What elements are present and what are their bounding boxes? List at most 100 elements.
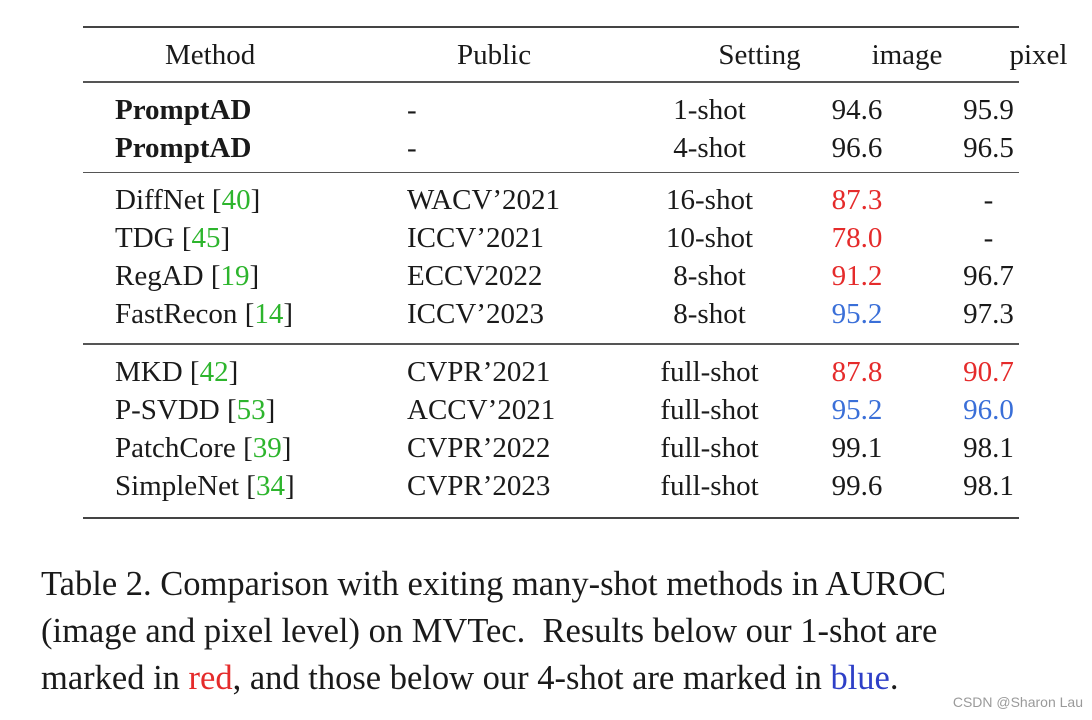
cell-public: CVPR’2021 xyxy=(407,355,551,388)
group-separator-2 xyxy=(83,343,1019,345)
method-name: TDG xyxy=(115,222,182,254)
cell-image: 78.0 xyxy=(831,222,883,254)
header-rule xyxy=(83,81,1019,83)
table-row: RegAD [19] ECCV2022 8-shot 91.2 96.7 xyxy=(83,257,1050,295)
header-image: image xyxy=(871,38,943,71)
cell-public: - xyxy=(407,93,417,126)
cell-pixel: 98.1 xyxy=(963,431,1014,464)
table-row: P-SVDD [53] ACCV’2021 full-shot 95.2 96.0 xyxy=(83,391,1050,429)
table-row: PatchCore [39] CVPR’2022 full-shot 99.1 98.1 xyxy=(83,429,1050,467)
citation-bracket-open: [ xyxy=(210,260,221,292)
cell-public: ICCV’2023 xyxy=(407,298,544,330)
citation-bracket-close: ] xyxy=(265,393,276,426)
citation-bracket-open: [ xyxy=(244,298,255,330)
citation-link[interactable]: 14 xyxy=(254,298,284,330)
citation-link[interactable]: 40 xyxy=(221,184,251,216)
table-row: SimpleNet [34] CVPR’2023 full-shot 99.6 98.1 xyxy=(83,467,1050,505)
table-header-row: Method Public Setting image pixel xyxy=(83,28,1092,81)
cell-image: 94.6 xyxy=(831,93,883,126)
caption-line-3: marked in red, and those below our 4-sho… xyxy=(41,655,1061,702)
caption-blue-word: blue xyxy=(830,659,890,697)
table-bottom-rule xyxy=(83,516,1019,519)
caption-line-3-start: marked in xyxy=(41,659,189,697)
citation-bracket-open: [ xyxy=(246,469,256,502)
cell-method: PatchCore [39] xyxy=(83,429,377,467)
cell-image: 95.2 xyxy=(831,393,883,426)
caption-red-word: red xyxy=(188,659,233,697)
cell-public: CVPR’2022 xyxy=(407,431,551,464)
caption-line-3-end: . xyxy=(889,659,899,697)
cell-public: CVPR’2023 xyxy=(407,469,551,502)
results-table: Method Public Setting image pixel Prompt… xyxy=(83,26,1068,519)
cell-pixel: 95.9 xyxy=(963,93,1014,126)
cell-image: 87.8 xyxy=(831,355,883,388)
table-caption: Table 2. Comparison with exiting many-sh… xyxy=(41,561,1061,702)
method-name: FastRecon xyxy=(115,298,245,330)
cell-public: ACCV’2021 xyxy=(407,393,556,426)
method-name: PromptAD xyxy=(115,131,252,164)
citation-link[interactable]: 34 xyxy=(255,469,285,502)
cell-setting: full-shot xyxy=(660,469,759,502)
table-top-rule xyxy=(83,26,1019,28)
cell-pixel: 90.7 xyxy=(963,355,1014,388)
citation-bracket-open: [ xyxy=(243,431,253,464)
cell-setting: 8-shot xyxy=(673,260,746,292)
cell-pixel: 98.1 xyxy=(963,469,1014,502)
header-public: Public xyxy=(457,38,532,71)
citation-bracket-close: ] xyxy=(249,260,260,292)
cell-public: ICCV’2021 xyxy=(407,222,544,254)
table-row: PromptAD - 4-shot 96.6 96.5 xyxy=(83,129,1050,167)
cell-pixel: - xyxy=(983,222,994,254)
cell-pixel: 96.5 xyxy=(963,131,1014,164)
citation-bracket-close: ] xyxy=(281,431,292,464)
citation-link[interactable]: 39 xyxy=(252,431,282,464)
citation-link[interactable]: 45 xyxy=(191,222,221,254)
cell-setting: 10-shot xyxy=(666,222,753,254)
citation-bracket-close: ] xyxy=(284,469,295,502)
method-name: MKD xyxy=(115,355,190,388)
header-setting: Setting xyxy=(718,38,801,71)
citation-link[interactable]: 19 xyxy=(220,260,250,292)
cell-method: RegAD [19] xyxy=(83,257,377,295)
cell-pixel: - xyxy=(983,184,994,216)
method-name: P-SVDD xyxy=(115,393,227,426)
watermark: CSDN @Sharon Lau xyxy=(952,694,1083,710)
table-row: MKD [42] CVPR’2021 full-shot 87.8 90.7 xyxy=(83,353,1050,391)
citation-link[interactable]: 42 xyxy=(199,355,229,388)
cell-setting: full-shot xyxy=(660,393,759,426)
group-3: MKD [42] CVPR’2021 full-shot 87.8 90.7 P-SVDD… xyxy=(83,353,1050,505)
cell-image: 99.1 xyxy=(831,431,883,464)
citation-bracket-close: ] xyxy=(228,355,239,388)
method-name: RegAD xyxy=(115,260,211,292)
cell-public: - xyxy=(407,131,417,164)
cell-setting: 8-shot xyxy=(673,298,746,330)
cell-method: P-SVDD [53] xyxy=(83,391,377,429)
cell-method: FastRecon [14] xyxy=(83,295,377,333)
citation-bracket-open: [ xyxy=(211,184,222,216)
cell-image: 99.6 xyxy=(831,469,883,502)
cell-pixel: 96.0 xyxy=(963,393,1014,426)
cell-image: 95.2 xyxy=(831,298,883,330)
comparison-table: Method Public Setting image pixel xyxy=(83,28,1092,81)
cell-pixel: 96.7 xyxy=(963,260,1014,292)
caption-line-2: (image and pixel level) on MVTec. Result… xyxy=(41,612,938,650)
method-name: SimpleNet xyxy=(115,469,247,502)
citation-bracket-close: ] xyxy=(250,184,261,216)
group-1: PromptAD - 1-shot 94.6 95.9 PromptAD - 4-shot 96… xyxy=(83,91,1050,167)
cell-setting: 1-shot xyxy=(673,93,746,126)
caption-line-1: Table 2. Comparison with exiting many-sh… xyxy=(41,565,947,603)
citation-bracket-open: [ xyxy=(227,393,237,426)
cell-pixel: 97.3 xyxy=(963,298,1014,330)
method-name: PromptAD xyxy=(115,93,252,126)
citation-bracket-open: [ xyxy=(181,222,192,254)
cell-method: TDG [45] xyxy=(83,219,377,257)
table-row: TDG [45] ICCV’2021 10-shot 78.0 - xyxy=(83,219,1050,257)
citation-bracket-close: ] xyxy=(220,222,231,254)
citation-link[interactable]: 53 xyxy=(236,393,266,426)
table-row: PromptAD - 1-shot 94.6 95.9 xyxy=(83,91,1050,129)
caption-line-3-mid: , and those below our 4-shot are marked … xyxy=(232,659,831,697)
cell-method: PromptAD xyxy=(83,91,377,129)
citation-bracket-open: [ xyxy=(189,355,200,388)
cell-image: 87.3 xyxy=(831,184,883,216)
cell-setting: full-shot xyxy=(660,431,759,464)
